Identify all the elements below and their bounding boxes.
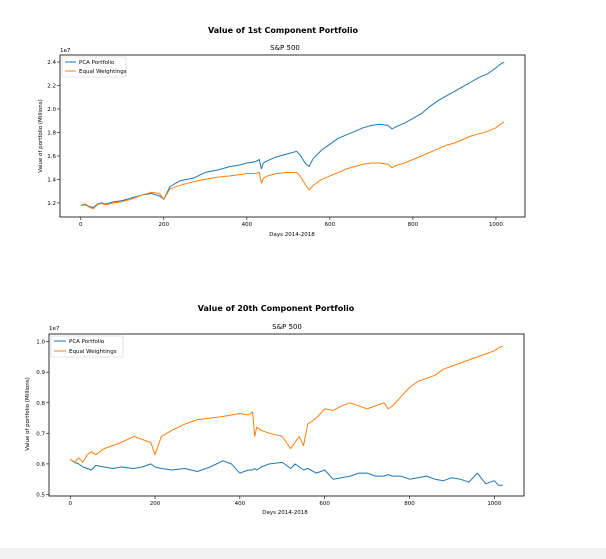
x-tick-label: 400 xyxy=(235,501,246,507)
x-tick-label: 1000 xyxy=(489,222,503,228)
x-tick-label: 600 xyxy=(325,222,336,228)
window-bottom-bar xyxy=(0,548,606,559)
chart-1-legend-box xyxy=(61,56,127,78)
chart-2-suptitle: Value of 20th Component Portfolio xyxy=(198,304,355,313)
chart-1-x-ticks: 0 200 400 600 800 1000 xyxy=(79,217,503,228)
x-tick-label: 0 xyxy=(68,501,72,507)
y-tick-label: 1.6 xyxy=(47,154,56,160)
y-tick-label: 2.0 xyxy=(47,107,56,113)
chart-1-title: S&P 500 xyxy=(270,44,300,52)
series-line-equal xyxy=(69,345,503,463)
chart-1-legend-pca: PCA Portfolio xyxy=(79,60,115,66)
x-tick-label: 800 xyxy=(408,222,419,228)
chart-2-legend-pca: PCA Portfolio xyxy=(69,339,105,345)
y-tick-label: 0.6 xyxy=(36,462,45,468)
chart-1-xlabel: Days 2014-2018 xyxy=(269,232,315,238)
series-line-pca xyxy=(80,61,505,209)
chart-2-xlabel: Days 2014-2018 xyxy=(262,510,308,516)
y-tick-label: 0.8 xyxy=(36,401,45,407)
chart-2-title: S&P 500 xyxy=(272,323,302,331)
x-tick-label: 1000 xyxy=(487,501,501,507)
y-tick-label: 2.4 xyxy=(47,60,56,66)
y-tick-label: 1.4 xyxy=(47,177,56,183)
chart-1-suptitle: Value of 1st Component Portfolio xyxy=(208,26,358,35)
chart-1-y-ticks: 1.2 1.4 1.6 1.8 2.0 2.2 2.4 xyxy=(47,60,60,207)
chart-1-offset-text: 1e7 xyxy=(60,48,71,54)
chart-1-plot-area xyxy=(59,54,526,218)
chart-20th-component: Value of 20th Component Portfolio S&P 50… xyxy=(25,304,525,516)
x-tick-label: 0 xyxy=(79,222,83,228)
series-line-pca xyxy=(69,458,503,486)
chart-2-plot-area xyxy=(48,333,525,497)
y-tick-label: 1.0 xyxy=(36,340,45,346)
chart-2-x-ticks: 0 200 400 600 800 1000 xyxy=(68,496,502,507)
chart-2-legend: PCA Portfolio Equal Weightings xyxy=(50,335,124,358)
chart-2-ylabel: Value of portfolio (Millions) xyxy=(25,377,31,451)
chart-2-offset-text: 1e7 xyxy=(49,326,60,332)
x-tick-label: 400 xyxy=(242,222,253,228)
y-tick-label: 2.2 xyxy=(47,84,56,90)
chart-1-ylabel: Value of portfolio (Millions) xyxy=(38,99,44,173)
y-tick-label: 0.9 xyxy=(36,370,45,376)
y-tick-label: 1.2 xyxy=(47,201,56,207)
x-tick-label: 200 xyxy=(150,501,161,507)
x-tick-label: 600 xyxy=(319,501,330,507)
chart-2-legend-box xyxy=(50,335,124,358)
chart-1st-component: Value of 1st Component Portfolio S&P 500… xyxy=(38,26,526,238)
chart-1-legend-equal: Equal Weightings xyxy=(79,69,127,75)
series-line-equal xyxy=(80,121,505,210)
y-tick-label: 0.7 xyxy=(36,431,45,437)
chart-2-lines xyxy=(69,345,503,486)
y-tick-label: 0.5 xyxy=(36,492,45,498)
y-tick-label: 1.8 xyxy=(47,130,56,136)
chart-1-legend: PCA Portfolio Equal Weightings xyxy=(61,56,127,78)
x-tick-label: 800 xyxy=(404,501,415,507)
chart-2-y-ticks: 0.5 0.6 0.7 0.8 0.9 1.0 xyxy=(36,340,49,498)
chart-2-legend-equal: Equal Weightings xyxy=(69,349,117,355)
chart-1-lines xyxy=(80,61,505,210)
x-tick-label: 200 xyxy=(159,222,170,228)
